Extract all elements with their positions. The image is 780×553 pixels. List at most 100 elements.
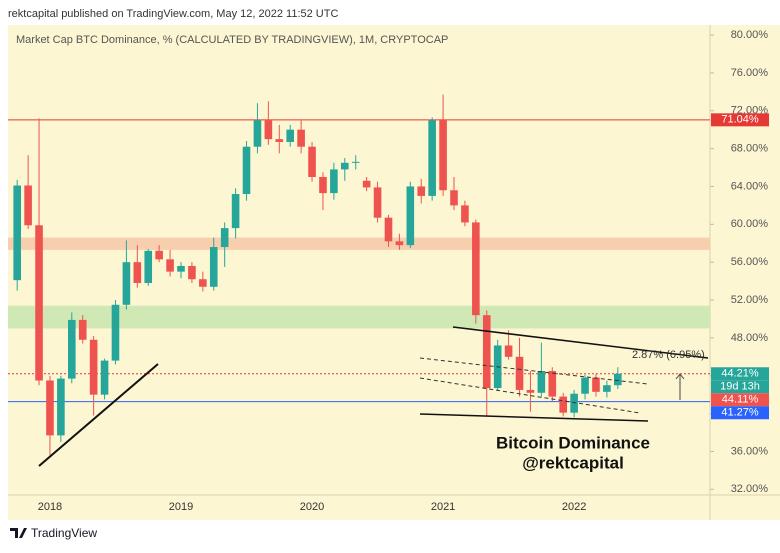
drawings xyxy=(38,326,709,467)
price-label: 71.04% xyxy=(721,114,759,126)
candle-body xyxy=(166,259,174,272)
candle-body xyxy=(155,250,163,260)
candle-body xyxy=(209,247,218,287)
candle-body xyxy=(472,222,480,316)
candle-body xyxy=(417,186,426,196)
annotation: @rektcapital xyxy=(522,453,624,472)
trend-line xyxy=(419,413,649,422)
y-tick-label: 64.00% xyxy=(731,180,769,192)
plot-area xyxy=(8,25,710,495)
candle-body xyxy=(592,377,600,392)
candle-body xyxy=(351,161,360,163)
price-label-box xyxy=(711,113,769,127)
candle-body xyxy=(559,396,567,413)
candle-body xyxy=(537,371,546,393)
y-tick-label: 60.00% xyxy=(731,218,769,230)
price-label-box xyxy=(711,367,769,381)
candle-body xyxy=(341,162,349,170)
price-label-box xyxy=(711,393,769,407)
candle-body xyxy=(308,146,316,177)
candle-body xyxy=(188,265,196,280)
footer-logo xyxy=(10,528,27,538)
candle-body xyxy=(319,176,327,194)
candle-body xyxy=(199,279,207,287)
candle-body xyxy=(450,190,458,206)
price-label: 44.11% xyxy=(722,394,759,406)
candle-body xyxy=(482,315,491,389)
candle-body xyxy=(144,250,153,283)
candle-body xyxy=(275,139,284,142)
candle-body xyxy=(570,393,578,413)
measure-arrow xyxy=(675,373,685,380)
countdown-box xyxy=(711,380,769,394)
candle-body xyxy=(100,360,109,395)
x-tick-label: 2018 xyxy=(38,501,62,513)
x-tick-label: 2021 xyxy=(431,501,455,513)
trend-line xyxy=(38,363,159,467)
candle-body xyxy=(24,185,32,226)
candle-body xyxy=(286,129,294,142)
y-tick-label: 76.00% xyxy=(731,67,769,79)
candle-body xyxy=(111,304,120,361)
candle-body xyxy=(384,217,393,242)
chart-title: Market Cap BTC Dominance, % (CALCULATED … xyxy=(16,34,448,46)
plot-layer xyxy=(8,119,710,403)
annotation: Bitcoin Dominance xyxy=(496,433,650,452)
candle-body xyxy=(264,120,273,140)
price-label-box xyxy=(711,406,769,420)
footer: TradingView xyxy=(31,526,97,540)
candle-body xyxy=(297,129,305,147)
countdown: 19d 13h xyxy=(720,381,760,393)
candle-body xyxy=(548,371,557,397)
y-tick-label: 68.00% xyxy=(731,143,769,155)
candle-body xyxy=(177,265,185,272)
candle-body xyxy=(526,389,535,393)
zone xyxy=(8,305,710,329)
candle-body xyxy=(57,378,65,436)
x-tick-label: 2019 xyxy=(169,501,193,513)
price-label: 44.21% xyxy=(721,368,759,380)
candle-body xyxy=(406,186,415,246)
axis-labels: 32.00%36.00%40.00%44.00%48.00%52.00%56.0… xyxy=(38,29,769,513)
zone xyxy=(8,237,710,250)
y-tick-label: 48.00% xyxy=(731,332,769,344)
time-axis xyxy=(8,495,780,520)
x-tick-label: 2020 xyxy=(300,501,324,513)
candle-body xyxy=(395,241,404,246)
y-tick-label: 52.00% xyxy=(731,294,769,306)
trend-line xyxy=(452,326,709,359)
candle-body xyxy=(603,385,611,392)
candle-body xyxy=(581,377,589,394)
candle-body xyxy=(35,225,43,381)
candle-body xyxy=(78,319,87,340)
candle-body xyxy=(515,356,524,390)
candle-body xyxy=(122,262,131,305)
candle-body xyxy=(46,380,54,436)
candle-body xyxy=(68,319,76,379)
candle-body xyxy=(13,185,21,281)
candle-body xyxy=(220,228,229,248)
candle-body xyxy=(133,262,142,283)
candle-body xyxy=(330,169,338,194)
candle-body xyxy=(504,345,513,357)
candle-body xyxy=(253,120,262,147)
y-tick-label: 80.00% xyxy=(731,29,769,41)
channel-line xyxy=(419,357,649,385)
candle-body xyxy=(362,180,371,188)
y-tick-label: 36.00% xyxy=(731,445,769,457)
price-label: 41.27% xyxy=(721,407,759,419)
y-tick-label: 56.00% xyxy=(731,256,769,268)
channel-line xyxy=(419,377,641,414)
candle-body xyxy=(89,339,98,395)
candle-body xyxy=(614,373,622,386)
candle-body xyxy=(231,194,240,229)
candle-body xyxy=(428,120,436,196)
candles xyxy=(13,94,622,456)
candle-body xyxy=(439,120,447,191)
candle-body xyxy=(373,187,382,218)
measure-label: 2.87% (6.95%) xyxy=(632,349,705,361)
y-tick-label: 32.00% xyxy=(731,483,769,495)
candle-body xyxy=(242,146,251,195)
